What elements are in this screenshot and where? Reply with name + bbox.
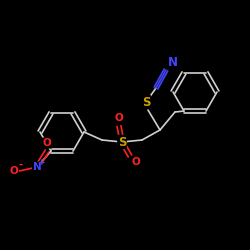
Text: S: S	[118, 136, 126, 148]
Text: -: -	[19, 160, 23, 170]
Text: O: O	[132, 157, 140, 167]
Text: N: N	[168, 56, 178, 68]
Text: O: O	[42, 138, 51, 148]
Text: S: S	[142, 96, 150, 108]
Text: O: O	[10, 166, 18, 176]
Text: +: +	[38, 158, 46, 166]
Text: N: N	[32, 162, 41, 172]
Text: O: O	[114, 113, 124, 123]
